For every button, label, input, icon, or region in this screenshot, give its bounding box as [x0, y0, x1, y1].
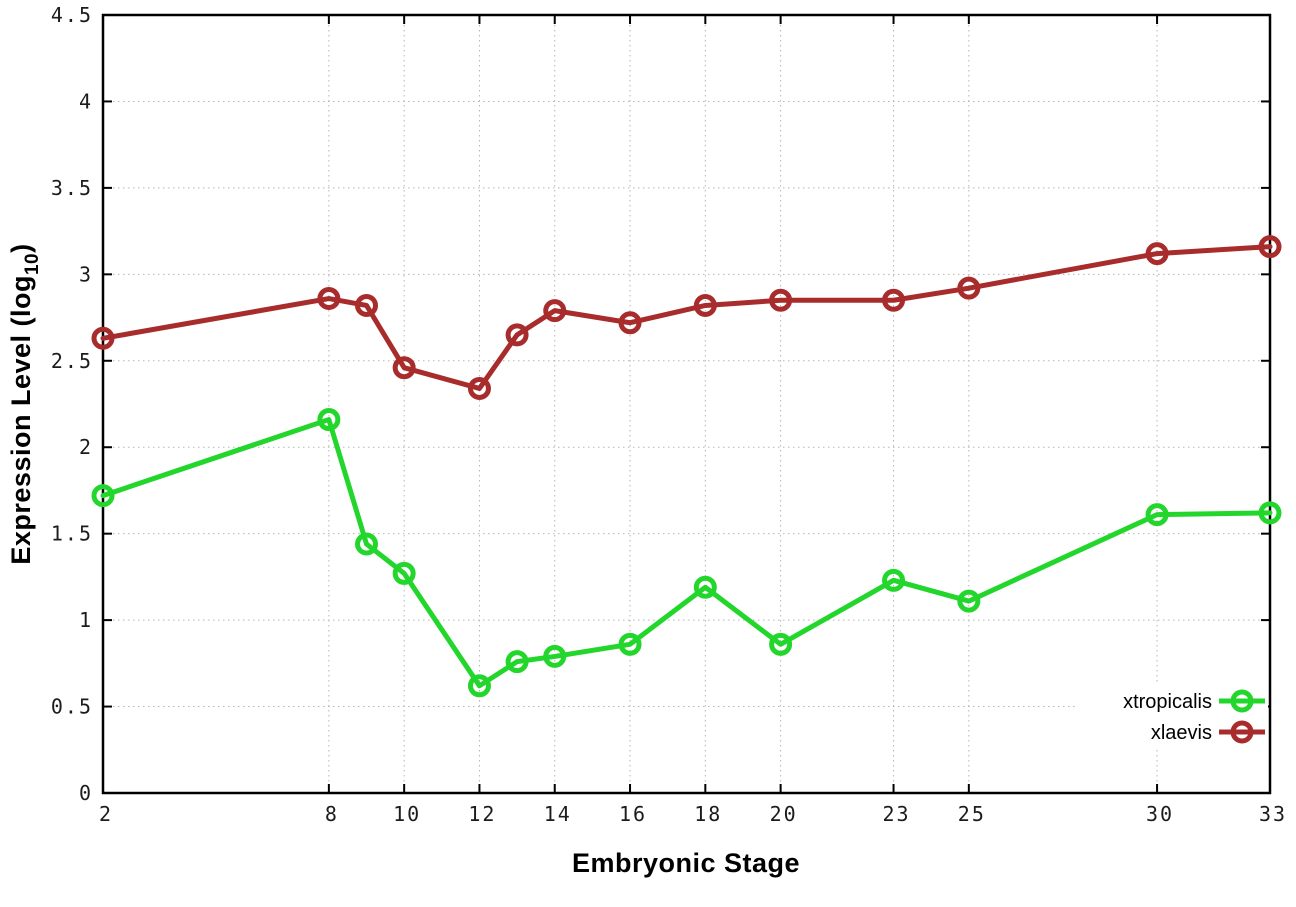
series-xlaevis [91, 235, 1282, 400]
data-point-xlaevis [543, 299, 567, 323]
x-tick-labels: 2 8 10 12 14 16 18 20 23 25 30 33 [99, 802, 1287, 826]
y-tick-label: 3.5 [51, 176, 93, 200]
x-tick-label: 18 [694, 802, 722, 826]
data-point-xtropicalis [618, 632, 642, 656]
plot-border [101, 13, 1272, 795]
data-series [91, 235, 1282, 698]
data-point-xtropicalis [1258, 501, 1282, 525]
y-tick-label: 1.5 [51, 522, 93, 546]
data-point-xtropicalis [91, 484, 115, 508]
y-tick-label: 0 [79, 781, 93, 805]
data-point-xlaevis [882, 288, 906, 312]
series-line-xlaevis [100, 244, 1273, 391]
y-tick-label: 3 [79, 262, 93, 286]
x-tick-label: 16 [619, 802, 647, 826]
legend-sample-marker [1230, 720, 1254, 744]
x-tick-label: 23 [883, 802, 911, 826]
data-point-xtropicalis [355, 532, 379, 556]
data-point-xtropicalis [769, 632, 793, 656]
x-tick-label: 14 [544, 802, 572, 826]
x-tick-label: 20 [770, 802, 798, 826]
data-point-xlaevis [355, 293, 379, 317]
data-point-xlaevis [317, 287, 341, 311]
y-tick-label: 2.5 [51, 349, 93, 373]
legend-label-xtropicalis: xtropicalis [1123, 691, 1212, 713]
data-point-xtropicalis [693, 575, 717, 599]
y-tick-label: 4.5 [51, 3, 93, 27]
data-point-xtropicalis [392, 561, 416, 585]
data-point-xtropicalis [1145, 503, 1169, 527]
x-tick-label: 33 [1259, 802, 1287, 826]
series-line-xtropicalis [100, 417, 1273, 689]
data-point-xtropicalis [957, 589, 981, 613]
data-point-xlaevis [769, 288, 793, 312]
axis-ticks [102, 14, 1271, 794]
data-point-xlaevis [505, 323, 529, 347]
x-tick-label: 12 [468, 802, 496, 826]
data-point-xtropicalis [543, 644, 567, 668]
legend: xtropicalis xlaevis [1078, 682, 1268, 748]
x-tick-label: 8 [325, 802, 339, 826]
data-point-xlaevis [618, 311, 642, 335]
data-point-xlaevis [91, 326, 115, 350]
gridlines [103, 15, 1270, 793]
data-point-xlaevis [392, 356, 416, 380]
legend-entry-xlaevis: xlaevis [1151, 720, 1265, 744]
legend-sample-marker [1230, 689, 1254, 713]
data-point-xlaevis [467, 376, 491, 400]
data-point-xtropicalis [882, 568, 906, 592]
data-point-xlaevis [1258, 235, 1282, 259]
y-tick-label: 0.5 [51, 695, 93, 719]
y-tick-label: 4 [79, 89, 93, 113]
data-point-xlaevis [693, 293, 717, 317]
y-tick-label: 2 [79, 435, 93, 459]
data-point-xtropicalis [505, 650, 529, 674]
series-xtropicalis [91, 408, 1282, 698]
x-axis-title: Embryonic Stage [572, 848, 800, 878]
y-axis-title: Expression Level (log10) [6, 243, 43, 564]
x-tick-label: 10 [393, 802, 421, 826]
x-tick-label: 2 [99, 802, 113, 826]
data-point-xtropicalis [317, 408, 341, 432]
legend-entry-xtropicalis: xtropicalis [1123, 689, 1265, 713]
y-tick-labels: 0 0.5 1 1.5 2 2.5 3 3.5 4 4.5 [51, 3, 93, 805]
x-tick-label: 30 [1146, 802, 1174, 826]
data-point-xlaevis [957, 276, 981, 300]
y-tick-label: 1 [79, 608, 93, 632]
legend-label-xlaevis: xlaevis [1151, 722, 1212, 744]
data-point-xtropicalis [467, 674, 491, 698]
data-point-xlaevis [1145, 242, 1169, 266]
x-tick-label: 25 [958, 802, 986, 826]
